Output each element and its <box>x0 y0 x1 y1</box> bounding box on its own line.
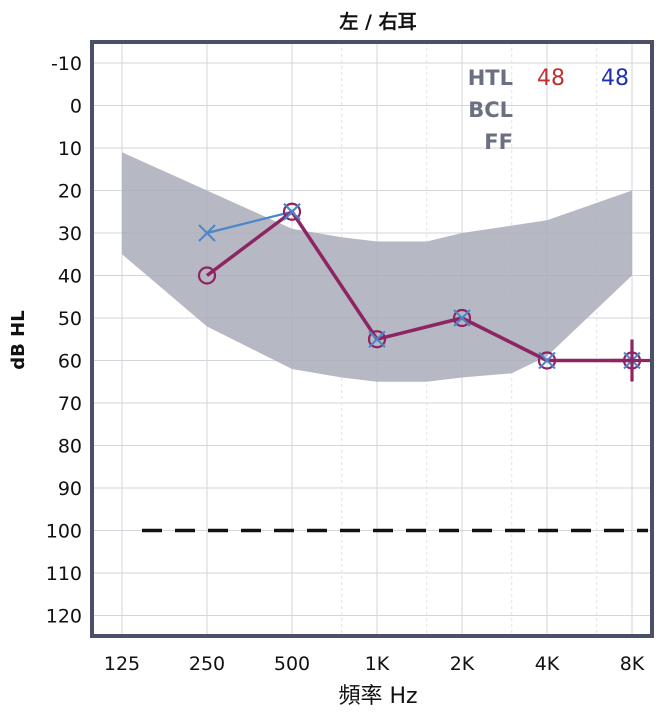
y-tick-label: 80 <box>58 436 82 458</box>
x-marker <box>538 351 556 370</box>
y-tick-label: 10 <box>58 138 82 160</box>
legend-label: HTL <box>468 66 513 90</box>
y-tick-label: 60 <box>58 351 82 373</box>
y-tick-label: 120 <box>46 606 82 628</box>
y-tick-label: 0 <box>70 96 82 118</box>
plus-marker <box>610 339 654 382</box>
x-marker <box>198 224 216 242</box>
x-tick-labels: 125 250 500 1K 2K 4K 8K <box>104 653 645 675</box>
circle-marker <box>452 308 472 328</box>
y-tick-label: 40 <box>58 266 82 288</box>
x-axis-label: 頻率 Hz <box>338 684 417 709</box>
x-tick-label: 8K <box>620 653 645 675</box>
frame-border <box>90 40 654 638</box>
series-line <box>206 210 293 235</box>
circle-marker <box>197 266 217 285</box>
y-tick-label: 30 <box>58 223 82 245</box>
y-tick-label: -10 <box>51 53 82 75</box>
legend-value: 48 <box>537 66 565 91</box>
x-marker <box>283 203 301 221</box>
y-tick-label: 90 <box>58 478 82 500</box>
chart-title: 左 / 右耳 <box>339 10 416 33</box>
x-tick-label: 1K <box>365 653 390 675</box>
series-line <box>205 210 632 363</box>
circle-marker <box>282 202 302 221</box>
y-axis-label: dB HL <box>8 310 29 369</box>
y-tick-label: 20 <box>58 181 82 203</box>
marker-layer <box>283 203 654 382</box>
plot-frame <box>90 40 654 638</box>
normal-range-band <box>122 152 632 382</box>
x-marker <box>453 309 471 327</box>
x-tick-label: 250 <box>189 653 225 675</box>
x-marker <box>368 330 386 348</box>
y-tick-labels: -10 0 10 20 30 40 50 60 70 80 90 100 110 120 <box>46 53 82 628</box>
legend-label: BCL <box>468 98 513 122</box>
x-tick-label: 4K <box>535 653 560 675</box>
band-area <box>122 152 632 382</box>
x-tick-label: 500 <box>274 653 310 675</box>
y-tick-label: 110 <box>46 563 82 585</box>
x-tick-label: 125 <box>104 653 140 675</box>
y-tick-label: 70 <box>58 393 82 415</box>
circle-marker <box>537 351 557 370</box>
x-tick-label: 2K <box>450 653 475 675</box>
y-tick-label: 100 <box>46 521 82 543</box>
legend-label: FF <box>484 130 513 154</box>
y-tick-label: 50 <box>58 308 82 330</box>
circle-marker <box>367 330 387 349</box>
legend: HTL 48 48 BCL FF <box>468 66 629 154</box>
legend-value: 48 <box>601 66 629 91</box>
